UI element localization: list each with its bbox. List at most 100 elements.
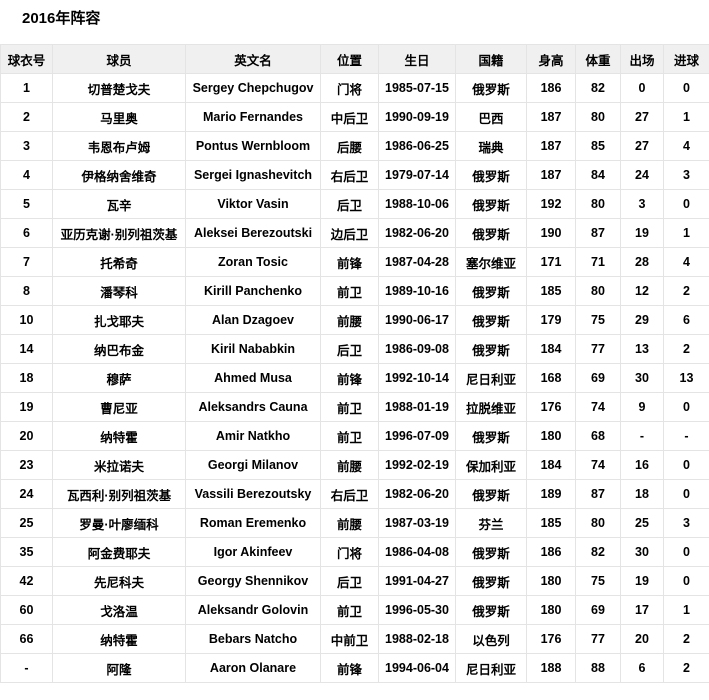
- cell-goals: 0: [663, 392, 709, 422]
- cell-weight: 71: [575, 247, 621, 277]
- cell-birthday: 1992-02-19: [378, 450, 456, 480]
- cell-appearances: 19: [620, 218, 664, 248]
- cell-position: 门将: [320, 73, 379, 103]
- cell-appearances: 25: [620, 508, 664, 538]
- table-row: 10 扎戈耶夫 Alan Dzagoev 前腰 1990-06-17 俄罗斯 179 75 29…: [0, 305, 709, 335]
- cell-nationality: 塞尔维亚: [455, 247, 527, 277]
- cell-player-name-cn: 曹尼亚: [52, 392, 186, 422]
- cell-player-name-cn: 瓦西利·别列祖茨基: [52, 479, 186, 509]
- cell-goals: 2: [663, 624, 709, 654]
- cell-goals: 13: [663, 363, 709, 393]
- cell-birthday: 1990-06-17: [378, 305, 456, 335]
- cell-jersey-number: 6: [0, 218, 53, 248]
- cell-height: 190: [526, 218, 576, 248]
- column-header-player-name-cn: 球员: [52, 44, 186, 74]
- cell-position: 右后卫: [320, 479, 379, 509]
- cell-player-name-cn: 伊格纳舍维奇: [52, 160, 186, 190]
- cell-player-name-cn: 戈洛温: [52, 595, 186, 625]
- table-row: 35 阿金费耶夫 Igor Akinfeev 门将 1986-04-08 俄罗斯 186 82…: [0, 537, 709, 567]
- cell-player-name-cn: 纳特霍: [52, 624, 186, 654]
- cell-player-name-cn: 穆萨: [52, 363, 186, 393]
- cell-birthday: 1982-06-20: [378, 479, 456, 509]
- cell-weight: 80: [575, 276, 621, 306]
- cell-goals: 3: [663, 160, 709, 190]
- page: 2016年阵容 球衣号 球员 英文名 位置 生日 国籍 身高 体重 出场 进球 1 切普楚戈夫 Ser…: [0, 11, 709, 683]
- cell-weight: 69: [575, 595, 621, 625]
- table-row: 19 曹尼亚 Aleksandrs Cauna 前卫 1988-01-19 拉脱维亚 176…: [0, 392, 709, 422]
- cell-appearances: 12: [620, 276, 664, 306]
- cell-birthday: 1991-04-27: [378, 566, 456, 596]
- cell-height: 188: [526, 653, 576, 683]
- cell-player-name-en: Kirill Panchenko: [185, 276, 321, 306]
- cell-appearances: 30: [620, 363, 664, 393]
- cell-position: 边后卫: [320, 218, 379, 248]
- cell-nationality: 俄罗斯: [455, 160, 527, 190]
- cell-goals: -: [663, 421, 709, 451]
- cell-appearances: 28: [620, 247, 664, 277]
- cell-position: 后卫: [320, 189, 379, 219]
- cell-weight: 87: [575, 218, 621, 248]
- cell-height: 180: [526, 566, 576, 596]
- column-header-weight: 体重: [575, 44, 621, 74]
- cell-jersey-number: 20: [0, 421, 53, 451]
- cell-nationality: 保加利亚: [455, 450, 527, 480]
- cell-nationality: 巴西: [455, 102, 527, 132]
- cell-height: 179: [526, 305, 576, 335]
- table-row: 42 先尼科夫 Georgy Shennikov 后卫 1991-04-27 俄罗斯 180…: [0, 566, 709, 596]
- table-row: 23 米拉诺夫 Georgi Milanov 前腰 1992-02-19 保加利亚 184 7…: [0, 450, 709, 480]
- cell-height: 187: [526, 131, 576, 161]
- cell-birthday: 1985-07-15: [378, 73, 456, 103]
- table-row: 24 瓦西利·别列祖茨基 Vassili Berezoutsky 右后卫 1982-06…: [0, 479, 709, 509]
- cell-player-name-cn: 纳巴布金: [52, 334, 186, 364]
- cell-position: 前锋: [320, 653, 379, 683]
- cell-player-name-cn: 韦恩布卢姆: [52, 131, 186, 161]
- cell-appearances: 17: [620, 595, 664, 625]
- cell-jersey-number: -: [0, 653, 53, 683]
- cell-height: 187: [526, 102, 576, 132]
- squad-table: 球衣号 球员 英文名 位置 生日 国籍 身高 体重 出场 进球 1 切普楚戈夫 Sergey Chep…: [0, 44, 709, 683]
- cell-player-name-en: Ahmed Musa: [185, 363, 321, 393]
- cell-nationality: 俄罗斯: [455, 479, 527, 509]
- cell-jersey-number: 42: [0, 566, 53, 596]
- cell-jersey-number: 14: [0, 334, 53, 364]
- roster-body: 1 切普楚戈夫 Sergey Chepchugov 门将 1985-07-15 俄罗斯 18…: [0, 73, 709, 683]
- cell-player-name-cn: 托希奇: [52, 247, 186, 277]
- cell-position: 前锋: [320, 363, 379, 393]
- cell-jersey-number: 23: [0, 450, 53, 480]
- cell-appearances: -: [620, 421, 664, 451]
- cell-nationality: 俄罗斯: [455, 73, 527, 103]
- cell-weight: 80: [575, 508, 621, 538]
- cell-weight: 82: [575, 73, 621, 103]
- cell-player-name-cn: 亚历克谢·别列祖茨基: [52, 218, 186, 248]
- cell-goals: 4: [663, 131, 709, 161]
- cell-appearances: 9: [620, 392, 664, 422]
- cell-position: 前卫: [320, 595, 379, 625]
- cell-weight: 75: [575, 305, 621, 335]
- cell-height: 185: [526, 276, 576, 306]
- column-header-birthday: 生日: [378, 44, 456, 74]
- table-row: 5 瓦辛 Viktor Vasin 后卫 1988-10-06 俄罗斯 192 80 3 0: [0, 189, 709, 219]
- cell-jersey-number: 5: [0, 189, 53, 219]
- cell-height: 168: [526, 363, 576, 393]
- cell-birthday: 1996-07-09: [378, 421, 456, 451]
- cell-player-name-cn: 先尼科夫: [52, 566, 186, 596]
- cell-weight: 80: [575, 189, 621, 219]
- cell-jersey-number: 4: [0, 160, 53, 190]
- table-row: 60 戈洛温 Aleksandr Golovin 前卫 1996-05-30 俄罗斯 180…: [0, 595, 709, 625]
- cell-weight: 84: [575, 160, 621, 190]
- cell-player-name-en: Zoran Tosic: [185, 247, 321, 277]
- cell-appearances: 13: [620, 334, 664, 364]
- cell-player-name-en: Roman Eremenko: [185, 508, 321, 538]
- cell-player-name-en: Bebars Natcho: [185, 624, 321, 654]
- table-row: 1 切普楚戈夫 Sergey Chepchugov 门将 1985-07-15 俄罗斯 18…: [0, 73, 709, 103]
- cell-position: 前锋: [320, 247, 379, 277]
- column-header-nationality: 国籍: [455, 44, 527, 74]
- cell-position: 门将: [320, 537, 379, 567]
- cell-appearances: 24: [620, 160, 664, 190]
- table-row: 25 罗曼·叶廖缅科 Roman Eremenko 前腰 1987-03-19 芬兰 185…: [0, 508, 709, 538]
- cell-player-name-en: Sergey Chepchugov: [185, 73, 321, 103]
- cell-birthday: 1988-10-06: [378, 189, 456, 219]
- cell-birthday: 1987-03-19: [378, 508, 456, 538]
- cell-goals: 0: [663, 189, 709, 219]
- cell-birthday: 1996-05-30: [378, 595, 456, 625]
